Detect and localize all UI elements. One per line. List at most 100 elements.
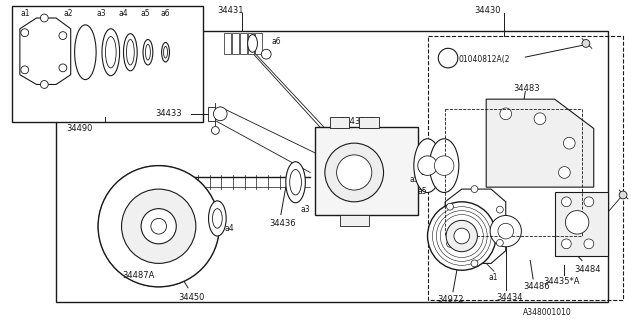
Circle shape	[418, 156, 437, 175]
Bar	[248, 33, 255, 54]
Circle shape	[337, 155, 372, 190]
Text: a3: a3	[300, 205, 310, 214]
Bar	[56, 31, 609, 301]
Circle shape	[471, 186, 478, 193]
Ellipse shape	[414, 139, 441, 193]
Ellipse shape	[162, 43, 170, 62]
Ellipse shape	[429, 139, 459, 193]
Circle shape	[497, 206, 503, 213]
Circle shape	[584, 239, 594, 249]
Circle shape	[490, 215, 522, 247]
Text: 34490: 34490	[66, 124, 92, 132]
Circle shape	[561, 197, 572, 207]
Circle shape	[498, 223, 513, 239]
Text: B: B	[444, 55, 449, 61]
Bar	[315, 126, 418, 214]
Circle shape	[559, 167, 570, 178]
Ellipse shape	[261, 49, 271, 59]
Circle shape	[59, 32, 67, 39]
Ellipse shape	[106, 36, 116, 68]
Text: 34483: 34483	[513, 84, 540, 93]
Text: 34435*B: 34435*B	[340, 117, 376, 126]
Bar	[330, 117, 349, 129]
Circle shape	[563, 137, 575, 149]
Text: 34436: 34436	[269, 220, 296, 228]
Text: 01040812A(2: 01040812A(2	[459, 55, 510, 64]
Bar	[240, 33, 246, 54]
Polygon shape	[445, 189, 506, 263]
Circle shape	[619, 191, 627, 199]
Circle shape	[447, 240, 454, 247]
Text: a1: a1	[21, 9, 30, 18]
Circle shape	[59, 64, 67, 72]
Ellipse shape	[248, 35, 257, 52]
Text: a4: a4	[224, 224, 234, 233]
Text: 34487A: 34487A	[122, 271, 155, 280]
Circle shape	[151, 219, 166, 234]
Circle shape	[122, 189, 196, 263]
Circle shape	[446, 220, 477, 252]
Bar	[255, 33, 262, 54]
Bar	[445, 109, 582, 236]
Text: a1: a1	[488, 273, 498, 282]
Ellipse shape	[209, 201, 226, 236]
Circle shape	[435, 156, 454, 175]
Circle shape	[141, 209, 176, 244]
Bar	[340, 214, 369, 226]
Circle shape	[582, 39, 590, 47]
Text: 34431: 34431	[218, 6, 244, 15]
Text: 34433: 34433	[156, 109, 182, 118]
Ellipse shape	[124, 34, 137, 71]
Text: 34450: 34450	[179, 293, 205, 302]
Text: 34484: 34484	[574, 265, 601, 274]
Ellipse shape	[290, 170, 301, 195]
Circle shape	[438, 48, 458, 68]
Circle shape	[454, 228, 470, 244]
Circle shape	[497, 239, 503, 246]
Circle shape	[144, 214, 159, 230]
Ellipse shape	[212, 209, 222, 228]
Circle shape	[21, 66, 29, 74]
Circle shape	[40, 81, 48, 88]
Circle shape	[147, 239, 157, 249]
Circle shape	[98, 166, 220, 287]
Text: a3: a3	[96, 9, 106, 18]
Circle shape	[21, 29, 29, 36]
Bar	[359, 117, 379, 129]
Bar	[428, 36, 623, 300]
Text: a2: a2	[64, 9, 74, 18]
Circle shape	[40, 14, 48, 22]
Text: a4: a4	[118, 9, 128, 18]
Circle shape	[447, 203, 454, 210]
Circle shape	[534, 113, 546, 124]
Circle shape	[471, 260, 478, 267]
Circle shape	[213, 107, 227, 121]
Bar	[555, 192, 609, 256]
Text: a5: a5	[140, 9, 150, 18]
Bar	[224, 33, 231, 54]
Text: 34435*A: 34435*A	[543, 277, 579, 286]
Text: 34430: 34430	[474, 6, 501, 15]
Circle shape	[211, 126, 220, 134]
Circle shape	[561, 239, 572, 249]
Text: a6: a6	[161, 9, 170, 18]
Text: a6: a6	[271, 36, 281, 45]
Circle shape	[500, 108, 511, 120]
Ellipse shape	[164, 46, 168, 58]
Text: 34486: 34486	[524, 282, 550, 291]
Bar	[207, 107, 216, 121]
Circle shape	[428, 202, 496, 270]
Ellipse shape	[127, 39, 134, 65]
Text: a2: a2	[420, 168, 430, 177]
Text: a5: a5	[410, 175, 420, 184]
Ellipse shape	[75, 25, 96, 80]
Ellipse shape	[102, 29, 120, 76]
Bar	[12, 6, 203, 122]
Bar	[232, 33, 239, 54]
Text: A348001010: A348001010	[524, 308, 572, 317]
Circle shape	[584, 197, 594, 207]
Ellipse shape	[286, 162, 305, 203]
Text: 34434: 34434	[496, 293, 522, 302]
Text: 34972: 34972	[437, 295, 464, 304]
Circle shape	[565, 211, 589, 234]
